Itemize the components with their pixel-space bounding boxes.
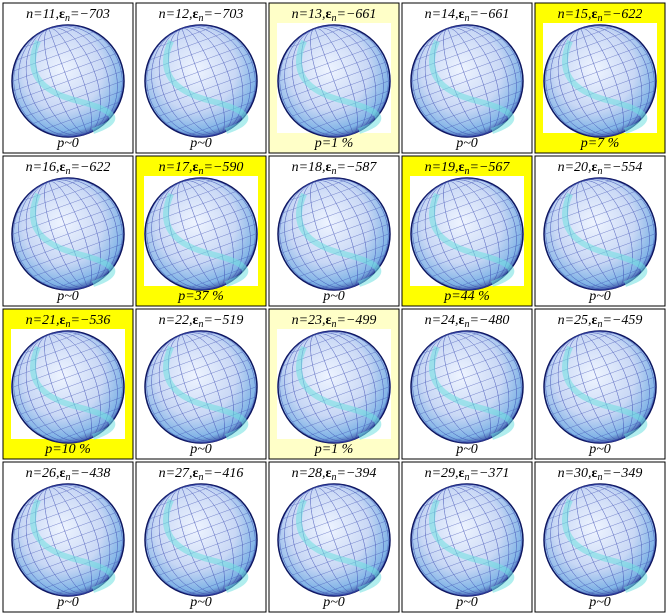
panel-probability: p~0 <box>588 442 611 457</box>
panel-probability: p=1 % <box>314 442 354 457</box>
panel-probability: p=10 % <box>44 442 91 457</box>
panel-n: n=18, <box>292 160 326 175</box>
panel-probability: p=7 % <box>580 136 620 151</box>
panel-n: n=29, <box>425 466 459 481</box>
panel-energy: =−661 <box>470 7 510 22</box>
panel-n: n=28, <box>292 466 326 481</box>
panel-probability: p~0 <box>189 595 212 610</box>
panel-energy: =−590 <box>204 160 244 175</box>
panel-energy: =−499 <box>337 313 377 328</box>
panel-n: n=24, <box>425 313 459 328</box>
panel-probability: p~0 <box>56 595 79 610</box>
panel-n: n=16, <box>26 160 60 175</box>
panel-n: n=26, <box>26 466 60 481</box>
panel-energy: =−394 <box>337 466 377 481</box>
panel-probability: p~0 <box>322 595 345 610</box>
panel-energy: =−554 <box>603 160 643 175</box>
figure: n=11,εn=−703p~0n=12,εn=−703p~0n=13,εn=−6… <box>0 0 667 616</box>
panel-probability: p=1 % <box>314 136 354 151</box>
panel-n: n=23, <box>292 313 326 328</box>
panel-energy: =−587 <box>337 160 378 175</box>
panel-energy: =−349 <box>603 466 643 481</box>
panel: n=15,εn=−622p=7 % <box>530 3 667 153</box>
panel-probability: p=37 % <box>177 289 224 304</box>
panel-energy: =−480 <box>470 313 510 328</box>
panel-energy: =−703 <box>204 7 244 22</box>
panel-probability: p~0 <box>588 289 611 304</box>
panel-probability: p=44 % <box>443 289 490 304</box>
panel-n: n=20, <box>558 160 592 175</box>
panel: n=22,εn=−519p~0 <box>131 309 271 459</box>
panel: n=26,εn=−438p~0 <box>0 462 138 612</box>
panel-n: n=13, <box>292 7 326 22</box>
panel-n: n=22, <box>159 313 193 328</box>
panel-n: n=21, <box>26 313 60 328</box>
panel-probability: p~0 <box>56 136 79 151</box>
panel-probability: p~0 <box>455 595 478 610</box>
panel-probability: p~0 <box>588 595 611 610</box>
panel-energy: =−622 <box>71 160 111 175</box>
panel-n: n=12, <box>159 7 193 22</box>
panel-n: n=11, <box>26 7 59 22</box>
panel-probability: p~0 <box>455 442 478 457</box>
panel: n=12,εn=−703p~0 <box>131 3 271 153</box>
panel-n: n=15, <box>558 7 592 22</box>
panel-n: n=25, <box>558 313 592 328</box>
panel-energy: =−459 <box>603 313 643 328</box>
panel-probability: p~0 <box>322 289 345 304</box>
panel-n: n=27, <box>159 466 193 481</box>
panel-n: n=30, <box>558 466 592 481</box>
panel-n: n=19, <box>425 160 459 175</box>
panel: n=27,εn=−416p~0 <box>131 462 271 612</box>
panel-probability: p~0 <box>455 136 478 151</box>
panel-energy: =−622 <box>603 7 643 22</box>
panel-energy: =−703 <box>70 7 110 22</box>
panel-probability: p~0 <box>189 442 212 457</box>
panel-energy: =−416 <box>204 466 244 481</box>
panel-energy: =−371 <box>470 466 510 481</box>
panel-probability: p~0 <box>56 289 79 304</box>
panel: n=16,εn=−622p~0 <box>0 156 138 306</box>
panel-probability: p~0 <box>189 136 212 151</box>
panel-energy: =−438 <box>71 466 111 481</box>
panel-energy: =−519 <box>204 313 244 328</box>
panel-n: n=14, <box>425 7 459 22</box>
panel: n=28,εn=−394p~0 <box>264 462 404 612</box>
panel-energy: =−536 <box>71 313 111 328</box>
panel-energy: =−567 <box>470 160 511 175</box>
panel-n: n=17, <box>159 160 193 175</box>
panel-energy: =−661 <box>337 7 377 22</box>
